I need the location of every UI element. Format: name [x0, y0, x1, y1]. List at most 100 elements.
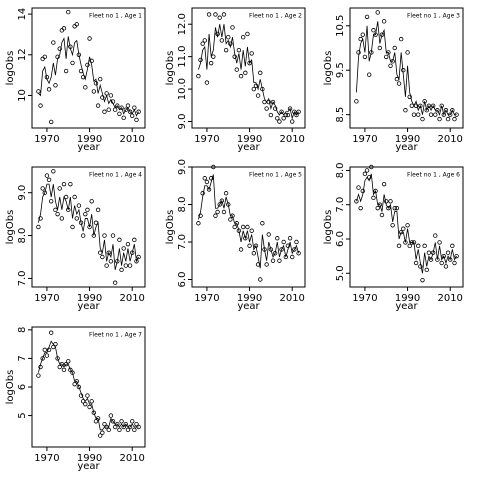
data-point: [375, 205, 380, 211]
x-tick-label: 2010: [119, 293, 144, 304]
data-point: [132, 237, 137, 243]
data-point: [59, 216, 65, 221]
data-point: [362, 54, 368, 60]
data-point: [275, 116, 280, 121]
data-point: [95, 207, 101, 213]
data-point: [234, 67, 239, 72]
data-point: [215, 209, 220, 215]
data-point: [42, 54, 47, 60]
x-tick-label: 1990: [237, 134, 262, 145]
data-point: [255, 93, 261, 98]
data-point: [292, 109, 297, 114]
data-point: [57, 186, 62, 191]
data-point: [245, 224, 250, 230]
data-point: [44, 353, 50, 358]
data-point: [46, 177, 52, 183]
data-point: [119, 267, 124, 273]
data-point: [68, 367, 73, 373]
data-point: [413, 260, 419, 266]
data-point: [100, 95, 105, 100]
data-point: [102, 233, 107, 238]
data-point: [85, 393, 90, 398]
data-point: [42, 190, 47, 195]
data-point: [38, 216, 43, 221]
data-point: [123, 421, 129, 427]
data-point: [354, 99, 359, 104]
data-point: [100, 430, 105, 435]
y-tick-label: 9.0: [177, 114, 188, 130]
data-point: [296, 251, 301, 256]
data-point: [115, 103, 120, 108]
y-tick-label: 5: [17, 412, 28, 418]
data-point: [110, 233, 116, 238]
x-tick-label: 1990: [77, 453, 102, 464]
data-point: [358, 205, 363, 211]
data-point: [66, 9, 71, 15]
x-tick-label: 1990: [395, 134, 420, 145]
y-tick-label: 6.0: [177, 272, 188, 288]
y-axis-label: logObs: [5, 210, 16, 245]
data-point: [74, 216, 79, 221]
data-point: [268, 247, 274, 252]
data-point: [132, 427, 137, 433]
data-point: [243, 70, 248, 76]
data-point: [238, 73, 244, 79]
x-tick-label: 1990: [395, 293, 420, 304]
data-point: [388, 199, 393, 204]
data-point: [424, 267, 429, 273]
x-axis-label: year: [237, 301, 260, 312]
data-point: [125, 427, 131, 433]
data-point: [198, 213, 203, 218]
data-point: [213, 213, 218, 218]
data-point: [441, 253, 447, 259]
x-tick-label: 1970: [352, 134, 377, 145]
x-tick-label: 2010: [437, 134, 462, 145]
data-point: [290, 254, 295, 260]
y-tick-label: 7: [17, 355, 28, 361]
plot-frame: [31, 7, 146, 129]
data-point: [272, 106, 278, 111]
x-tick-label: 1970: [34, 134, 59, 145]
data-point: [102, 421, 107, 427]
data-point: [72, 194, 77, 200]
data-point: [221, 12, 227, 17]
data-point: [249, 51, 254, 56]
y-tick-label: 6: [17, 384, 28, 390]
y-tick-label: 8.5: [335, 107, 346, 123]
data-point: [76, 384, 82, 390]
data-point: [296, 109, 301, 114]
data-point: [125, 241, 131, 247]
data-point: [285, 243, 291, 248]
data-point: [396, 81, 402, 86]
panel-title: Fleet no 1 , Age 7: [89, 332, 142, 339]
x-axis-label: year: [237, 142, 260, 153]
data-point: [360, 32, 365, 37]
data-point: [251, 86, 257, 92]
data-point: [422, 243, 427, 249]
data-point: [275, 236, 280, 241]
panel-title: Fleet no 1 , Age 6: [407, 172, 460, 179]
data-point: [117, 111, 122, 116]
y-tick-label: 8.0: [177, 197, 188, 213]
data-point: [48, 330, 54, 335]
data-point: [379, 32, 385, 37]
data-point: [36, 224, 41, 230]
fit-line: [38, 183, 139, 270]
fit-line: [38, 340, 139, 431]
data-point: [70, 60, 75, 66]
data-point: [93, 81, 99, 86]
data-point: [223, 47, 229, 53]
data-point: [240, 224, 246, 230]
data-point: [83, 211, 88, 217]
data-point: [76, 203, 82, 208]
data-point: [213, 12, 218, 17]
data-point: [264, 262, 269, 267]
data-point: [208, 60, 214, 66]
data-point: [230, 25, 235, 30]
data-point: [437, 240, 442, 245]
data-point: [285, 112, 291, 118]
y-tick-label: 6.0: [335, 231, 346, 247]
data-point: [117, 427, 122, 433]
data-point: [130, 113, 135, 118]
data-point: [59, 28, 65, 33]
